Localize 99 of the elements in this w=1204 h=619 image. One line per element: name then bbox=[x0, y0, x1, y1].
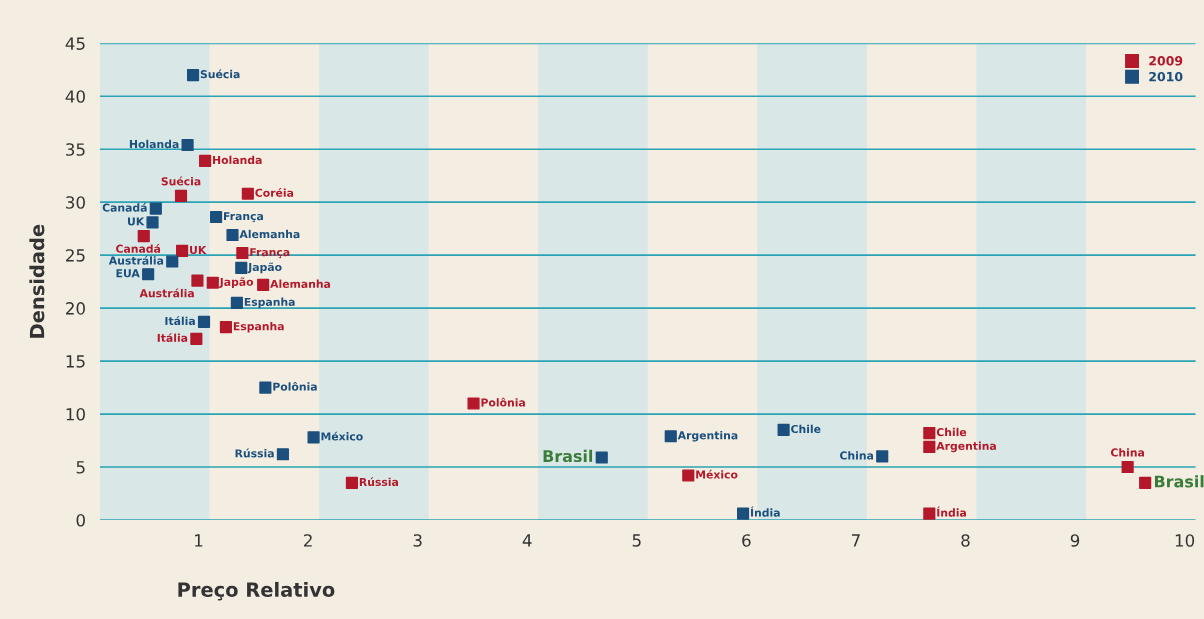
x-axis-title: Preço Relativo bbox=[178, 581, 335, 601]
data-label: China bbox=[1110, 448, 1144, 457]
data-label: Índia bbox=[937, 506, 966, 517]
data-label: Japão bbox=[247, 262, 282, 274]
data-label: Alemanha bbox=[239, 229, 300, 239]
x-tick-label: 1 bbox=[195, 534, 203, 547]
data-label: Alemanha bbox=[270, 279, 331, 288]
y-tick-label: 35 bbox=[66, 143, 85, 156]
point bbox=[236, 246, 249, 260]
y-tick-label: 10 bbox=[66, 408, 85, 421]
data-label: Espanha bbox=[244, 297, 295, 309]
point bbox=[923, 440, 936, 453]
y-axis-title: Densidade bbox=[29, 224, 45, 338]
legend-label: 2010 bbox=[1149, 71, 1183, 82]
point bbox=[736, 507, 750, 520]
data-label: Austrália bbox=[139, 288, 194, 298]
y-tick-label: 40 bbox=[65, 90, 85, 103]
point bbox=[1139, 476, 1152, 489]
point bbox=[166, 255, 179, 268]
x-tick-label: 8 bbox=[961, 534, 970, 547]
point bbox=[682, 469, 695, 482]
data-label: Suécia bbox=[200, 69, 240, 79]
y-tick-label: 5 bbox=[76, 461, 85, 474]
data-label: Argentina bbox=[677, 431, 738, 442]
point bbox=[206, 276, 219, 289]
data-label: Itália bbox=[157, 333, 188, 342]
point bbox=[467, 397, 480, 410]
data-label: Chile bbox=[791, 424, 821, 434]
y-tick-label: 30 bbox=[66, 196, 85, 209]
x-tick-label: 2 bbox=[304, 534, 312, 547]
y-tick-label: 0 bbox=[76, 513, 85, 527]
point bbox=[777, 423, 790, 437]
data-label: Holanda bbox=[129, 139, 179, 149]
data-label: Polônia bbox=[273, 381, 317, 391]
data-label: Espanha bbox=[233, 321, 284, 333]
x-tick-label: 3 bbox=[413, 534, 422, 547]
data-label: Polônia bbox=[481, 397, 525, 407]
point bbox=[1121, 460, 1134, 474]
data-label: Austrália bbox=[108, 255, 164, 265]
data-label: Japão bbox=[219, 277, 254, 289]
legend-label: 2009 bbox=[1149, 56, 1183, 66]
data-label: Suécia bbox=[161, 176, 201, 186]
data-label: Chile bbox=[936, 427, 967, 437]
data-label: Brasil bbox=[543, 449, 593, 463]
point bbox=[257, 278, 270, 291]
data-label: Índia bbox=[751, 506, 780, 517]
point bbox=[923, 427, 936, 440]
x-tick-label: 6 bbox=[742, 534, 751, 547]
x-tick-label: 9 bbox=[1070, 534, 1080, 547]
point bbox=[186, 69, 200, 82]
point bbox=[259, 381, 272, 394]
y-tick-label: 25 bbox=[66, 249, 85, 262]
point bbox=[307, 431, 320, 444]
x-tick-label: 10 bbox=[1175, 534, 1195, 547]
data-label: Argentina bbox=[936, 441, 996, 453]
point bbox=[230, 296, 243, 309]
point bbox=[197, 315, 211, 328]
data-label: Coréia bbox=[255, 188, 294, 197]
point bbox=[923, 507, 936, 520]
point bbox=[209, 210, 223, 224]
data-label: Canadá bbox=[102, 202, 147, 212]
point bbox=[142, 268, 155, 281]
y-tick-label: 15 bbox=[66, 355, 85, 368]
data-label: México bbox=[696, 469, 738, 479]
data-label: UK bbox=[190, 246, 207, 255]
point bbox=[664, 430, 677, 443]
y-tick-label: 45 bbox=[65, 37, 85, 50]
data-label: Itália bbox=[165, 316, 195, 326]
x-tick-label: 5 bbox=[632, 534, 641, 547]
point bbox=[226, 228, 239, 242]
x-tick-label: 4 bbox=[522, 534, 532, 547]
point bbox=[190, 332, 203, 345]
point bbox=[174, 189, 188, 202]
x-tick-label: 7 bbox=[851, 534, 860, 547]
point bbox=[241, 187, 254, 200]
point bbox=[146, 216, 159, 229]
point bbox=[199, 154, 212, 167]
data-label: China bbox=[840, 451, 874, 460]
data-label: França bbox=[224, 212, 263, 223]
data-label: Canadá bbox=[116, 244, 161, 253]
point bbox=[219, 321, 233, 334]
point bbox=[235, 261, 248, 274]
point bbox=[876, 450, 889, 463]
data-label: México bbox=[321, 431, 363, 441]
data-label: Rússia bbox=[235, 448, 274, 458]
y-tick-label: 20 bbox=[66, 302, 85, 315]
point bbox=[137, 230, 150, 243]
point bbox=[191, 274, 204, 287]
data-label: UK bbox=[127, 217, 145, 226]
data-label: Brasil bbox=[1154, 475, 1204, 488]
point bbox=[176, 244, 189, 258]
point bbox=[181, 138, 194, 152]
data-label: EUA bbox=[116, 269, 140, 278]
point bbox=[276, 448, 289, 461]
data-label: Holanda bbox=[213, 155, 262, 165]
point bbox=[345, 476, 359, 489]
point bbox=[595, 451, 608, 464]
point bbox=[149, 202, 162, 215]
data-label: Rússia bbox=[359, 477, 398, 487]
